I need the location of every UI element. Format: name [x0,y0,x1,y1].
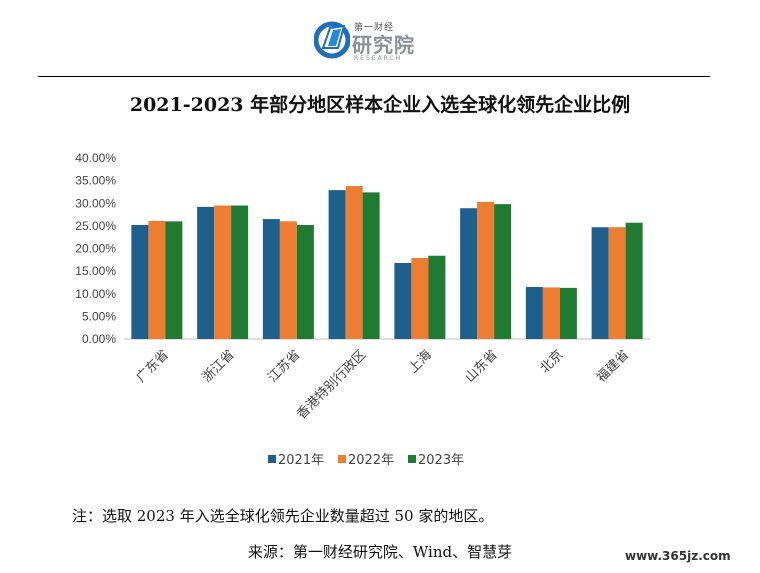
bar [625,222,643,339]
logo-top-text: 第一财经 [354,23,395,33]
chart-source: 来源：第一财经研究院、Wind、智慧芽 [247,543,513,561]
legend-swatch [408,455,416,463]
legend-swatch [268,455,276,463]
bar [328,190,346,339]
x-tick-label: 广东省 [134,347,172,385]
x-tick-label: 山东省 [462,347,500,385]
y-tick-label: 35.00% [75,174,116,188]
bar [477,201,495,339]
bar [494,204,512,339]
y-tick-label: 10.00% [75,287,116,301]
y-tick-label: 25.00% [75,219,116,233]
logo-sub-text: RESEARCH [354,55,403,62]
y-tick-label: 0.00% [82,332,116,346]
bar [411,258,429,339]
y-tick-label: 30.00% [75,196,116,210]
header-rule [38,76,710,77]
y-tick-label: 15.00% [75,264,116,278]
y-tick-label: 20.00% [75,242,116,256]
legend-swatch [338,455,346,463]
bar [591,227,609,339]
legend-label: 2023年 [418,453,464,468]
x-tick-label: 北京 [537,347,566,376]
x-tick-label: 浙江省 [199,347,237,385]
logo: 第一财经 研究院 RESEARCH [313,20,424,66]
bar [231,205,249,339]
legend-label: 2022年 [348,453,394,468]
bar [394,262,412,339]
bar [559,287,577,339]
logo-main-text: 研究院 [352,33,415,57]
x-tick-label: 江苏省 [265,347,304,386]
bar [428,255,446,339]
x-tick-label: 香港特别行政区 [294,347,369,422]
bar [279,221,297,339]
x-tick-label: 上海 [406,347,435,376]
x-tick-label: 福建省 [594,347,632,385]
chart-note: 注：选取 2023 年入选全球化领先企业数量超过 50 家的地区。 [72,507,494,525]
chart-title: 2021-2023 年部分地区样本企业入选全球化领先企业比例 [129,94,631,116]
bar [296,224,314,339]
bar [131,224,149,339]
legend-label: 2021年 [278,453,324,468]
bar [362,192,380,339]
y-tick-label: 5.00% [82,309,116,323]
bar [214,205,232,339]
bar-chart: 0.00% 5.00% 10.00% 15.00% 20.00% 25.00% 30.00%… [75,151,650,468]
bar [345,186,363,339]
bar [197,206,215,339]
y-tick-label: 40.00% [75,151,116,165]
bar [262,219,280,339]
bar [148,220,166,339]
bar [525,286,543,339]
bar [608,227,626,339]
logo-emblem-icon [313,21,351,59]
bar [165,221,183,339]
bar [542,287,560,339]
bar [460,208,478,339]
watermark: www.365jz.com [625,549,731,563]
